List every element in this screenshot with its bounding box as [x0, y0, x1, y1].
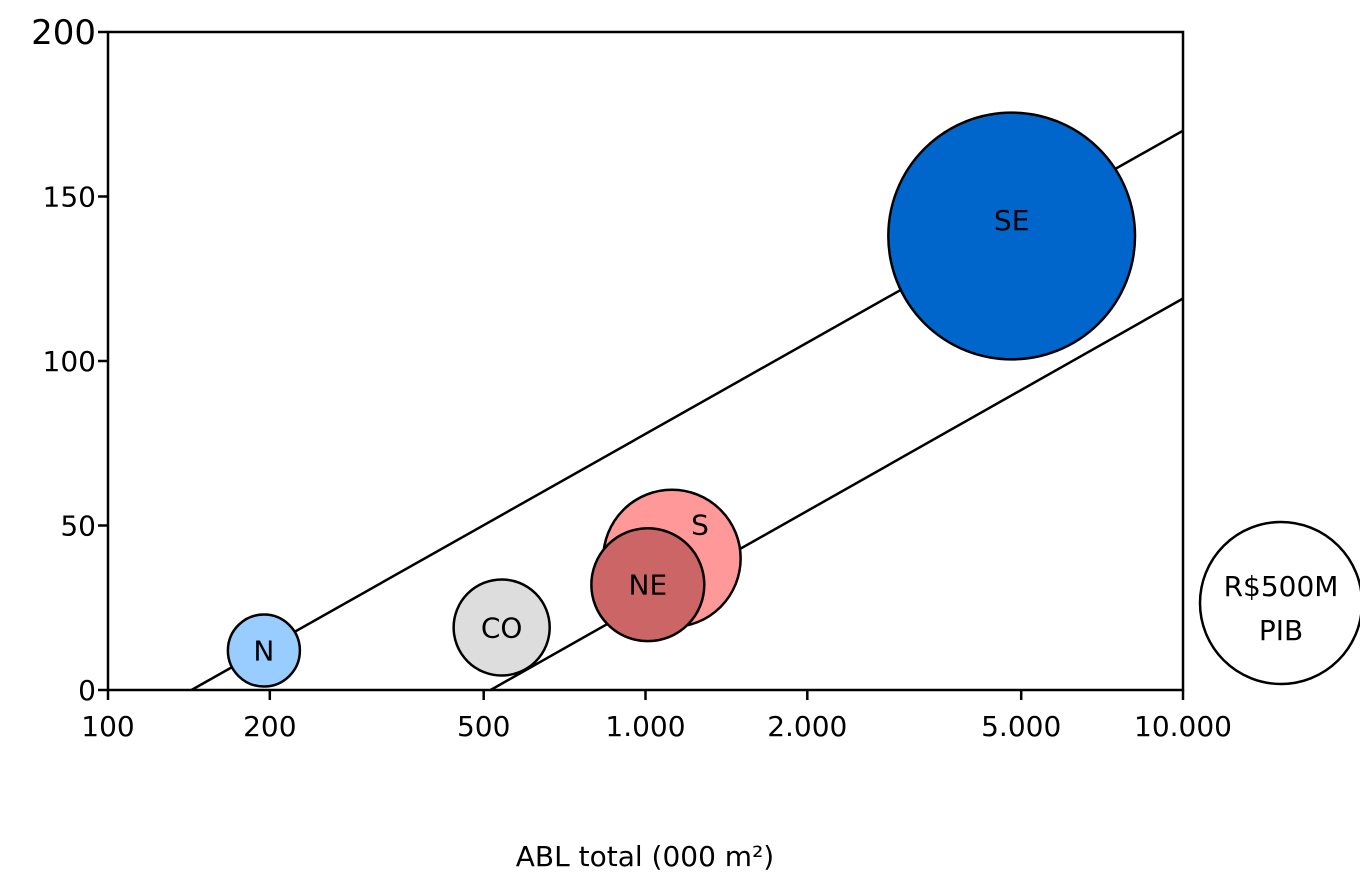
x-tick-label: 200 — [243, 710, 296, 743]
legend-label-value: R$500M — [1224, 570, 1339, 603]
bubble-se — [887, 111, 1137, 361]
bubble-label-n: N — [253, 635, 274, 668]
x-axis-title: ABL total (000 m²) — [516, 840, 774, 873]
bubble-co — [452, 578, 551, 677]
x-tick-label: 100 — [81, 710, 134, 743]
y-tick-label: 50 — [60, 510, 96, 543]
bubble-label-ne: NE — [629, 569, 668, 602]
x-tick-label: 10.000 — [1134, 710, 1232, 743]
y-tick-label: 0 — [78, 674, 96, 707]
y-tick-label: 100 — [43, 345, 96, 378]
x-tick-label: 1.000 — [605, 710, 685, 743]
x-tick-label: 5.000 — [981, 710, 1061, 743]
bubble-n — [226, 613, 302, 688]
bubble-label-s: S — [691, 508, 709, 541]
x-tick-label: 2.000 — [767, 710, 847, 743]
axis-ticks: 100 200 500 1.000 2.000 5.000 10.000 0 50 100 150 2… — [31, 13, 1232, 743]
bubble-label-co: CO — [481, 611, 523, 644]
bubble-label-se: SE — [994, 204, 1029, 237]
x-tick-label: 500 — [457, 710, 510, 743]
bubble-ne — [590, 527, 706, 643]
trend-line-2 — [489, 297, 1184, 692]
y-tick-label: 150 — [43, 181, 96, 214]
legend-label-pib: PIB — [1259, 614, 1303, 647]
y-tick-label: 200 — [31, 13, 96, 53]
legend-circle — [1198, 520, 1360, 686]
bubbles: N CO S NE SE — [226, 111, 1137, 688]
legend-bubble: R$500M PIB — [1198, 520, 1360, 686]
